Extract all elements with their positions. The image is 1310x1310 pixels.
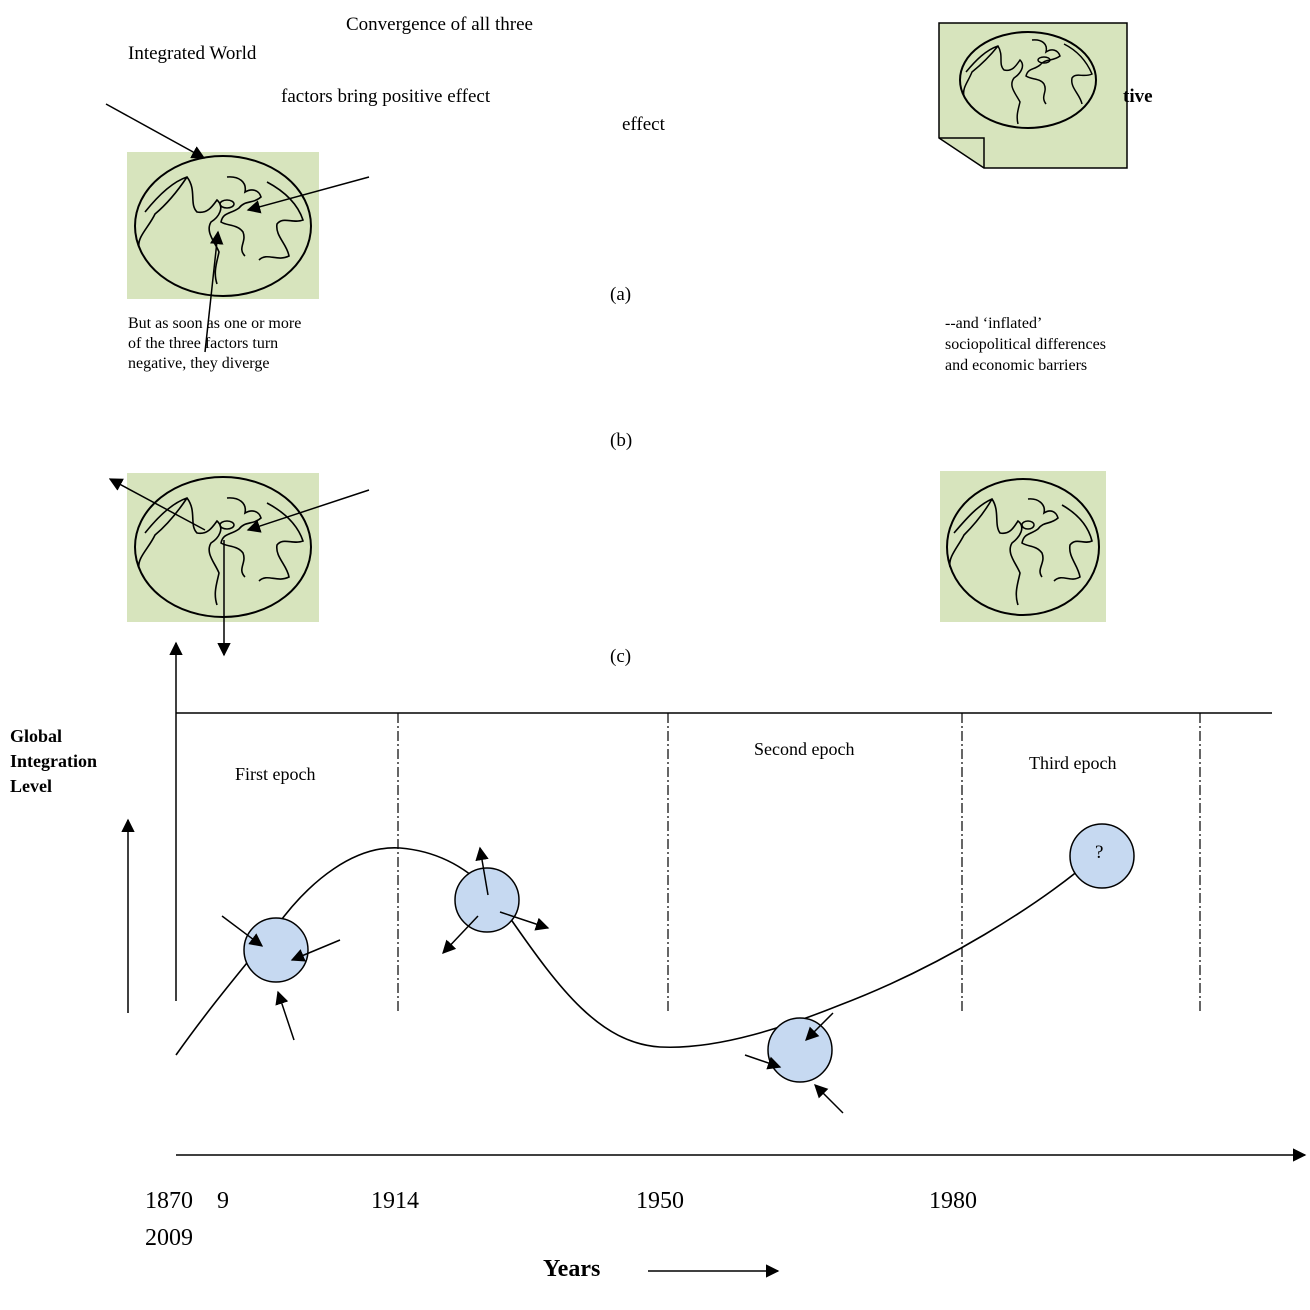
outbound-arrow-b-left [108,478,206,531]
inflated-text-line-2: sociopolitical differences [945,336,1106,353]
factors-positive-text: factors bring positive effect [281,86,491,107]
convergence-text: Convergence of all three [346,14,533,35]
globe-panel-c [940,471,1106,622]
diverge-text-line-2: of the three factors turn [128,335,279,352]
diverge-text-line-1: But as soon as one or more [128,315,302,332]
inflated-text-line-1: --and ‘inflated’ [945,315,1043,332]
second-epoch-label: Second epoch [754,739,855,759]
first-epoch-label: First epoch [235,764,316,784]
epoch-dividers [397,713,1201,1013]
upward-arrow-a [204,230,224,353]
label-a: (a) [610,284,632,305]
diverge-text-line-3: negative, they diverge [128,355,270,372]
inflated-text-line-3: and economic barriers [945,357,1088,374]
question-mark: ? [1095,842,1104,863]
globe-panel-a [127,152,319,299]
y-axis-title: Global Integration Level [10,724,97,799]
third-epoch-label: Third epoch [1029,753,1117,773]
globe-panel-b [127,473,319,622]
year-1950: 1950 [636,1188,684,1214]
x-axis-title: Years [543,1256,601,1282]
globe-icon [946,478,1100,616]
year-1980: 1980 [929,1188,977,1214]
node-1870-1914 [221,915,341,1041]
ative-fragment-text: tive [1123,86,1153,107]
label-b: (b) [610,430,633,451]
y-axis-title-line-1: Global [10,726,63,746]
year-1870: 1870 [145,1188,193,1214]
globe-icon [134,476,312,618]
globe-icon [959,31,1097,129]
integrated-world-arrow [105,103,206,159]
node-1914-1950 [442,846,550,954]
integrated-world-text: Integrated World [128,43,257,64]
node-future [1069,823,1135,889]
y-axis-title-line-3: Level [10,776,52,796]
globe-icon [134,155,312,297]
node-1950-1980 [744,1012,844,1114]
y-axis-title-line-2: Integration [10,751,97,771]
year-9: 9 [217,1188,229,1214]
label-c: (c) [610,646,632,667]
inbound-arrow-b [246,489,370,533]
folded-page-globe [938,22,1128,169]
year-2009: 2009 [145,1225,193,1251]
effect-text: effect [622,114,665,135]
year-1914: 1914 [371,1188,419,1214]
inbound-arrow-a [246,176,370,214]
